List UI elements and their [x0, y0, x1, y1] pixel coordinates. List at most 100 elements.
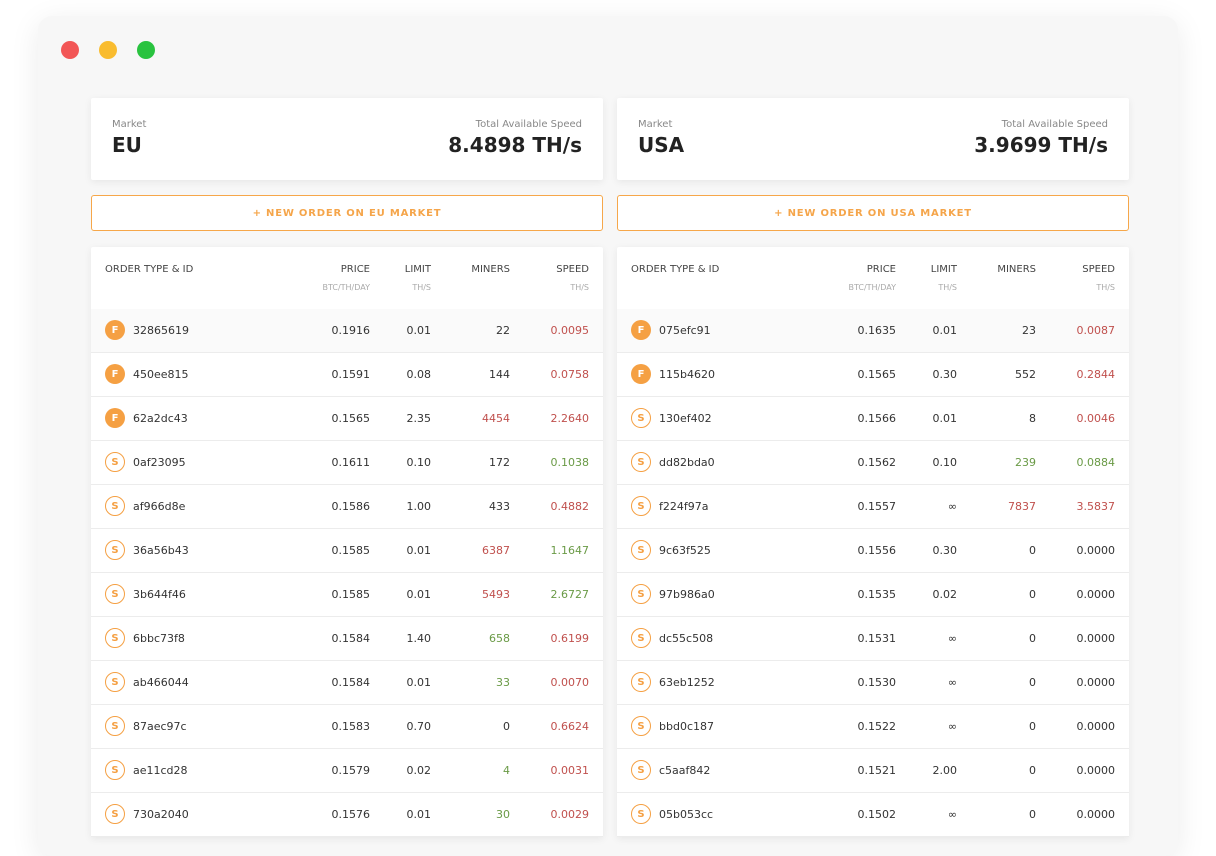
table-row[interactable]: S 3b644f46 0.1585 0.01 5493 2.6727: [91, 573, 603, 617]
order-price: 0.1535: [857, 588, 897, 601]
table-row[interactable]: F 450ee815 0.1591 0.08 144 0.0758: [91, 353, 603, 397]
order-miners: 0: [503, 720, 510, 733]
order-miners: 23: [1022, 324, 1036, 337]
col-limit-label: LIMIT: [404, 264, 431, 275]
order-limit: 2.00: [932, 764, 958, 777]
table-row[interactable]: S 63eb1252 0.1530 ∞ 0 0.0000: [617, 661, 1129, 705]
order-id[interactable]: ab466044: [133, 676, 189, 689]
order-miners: 8: [1029, 412, 1036, 425]
col-limit-header: LIMIT TH/S: [405, 264, 431, 292]
table-row[interactable]: F 075efc91 0.1635 0.01 23 0.0087: [617, 309, 1129, 353]
order-price: 0.1586: [331, 500, 371, 513]
order-id[interactable]: 62a2dc43: [133, 412, 188, 425]
col-speed-label: SPEED: [556, 264, 589, 275]
col-limit-unit: TH/S: [938, 283, 957, 292]
order-price: 0.1562: [857, 456, 897, 469]
order-speed: 0.0000: [1076, 588, 1116, 601]
order-id[interactable]: 87aec97c: [133, 720, 187, 733]
order-id[interactable]: 9c63f525: [659, 544, 711, 557]
order-price: 0.1635: [857, 324, 897, 337]
order-id[interactable]: ae11cd28: [133, 764, 188, 777]
order-id[interactable]: bbd0c187: [659, 720, 714, 733]
order-miners: 0: [1029, 808, 1036, 821]
market-name: USA: [638, 133, 685, 157]
order-price: 0.1591: [331, 368, 371, 381]
col-price-label: PRICE: [340, 264, 370, 275]
col-speed-header: SPEED TH/S: [1082, 264, 1115, 292]
market-card-eu: Market Total Available Speed EU 8.4898 T…: [91, 98, 603, 180]
fixed-order-badge: F: [105, 320, 125, 340]
standard-order-badge: S: [105, 760, 125, 780]
order-id[interactable]: dd82bda0: [659, 456, 715, 469]
table-row[interactable]: S 97b986a0 0.1535 0.02 0 0.0000: [617, 573, 1129, 617]
order-id[interactable]: 32865619: [133, 324, 189, 337]
order-miners: 33: [496, 676, 510, 689]
table-row[interactable]: S 05b053cc 0.1502 ∞ 0 0.0000: [617, 793, 1129, 837]
table-row[interactable]: F 32865619 0.1916 0.01 22 0.0095: [91, 309, 603, 353]
fixed-order-badge: F: [631, 320, 651, 340]
table-row[interactable]: S 87aec97c 0.1583 0.70 0 0.6624: [91, 705, 603, 749]
table-row[interactable]: S 130ef402 0.1566 0.01 8 0.0046: [617, 397, 1129, 441]
order-speed: 1.1647: [550, 544, 590, 557]
order-id[interactable]: 3b644f46: [133, 588, 186, 601]
order-id[interactable]: af966d8e: [133, 500, 186, 513]
order-id[interactable]: 36a56b43: [133, 544, 189, 557]
order-id[interactable]: 450ee815: [133, 368, 189, 381]
order-miners: 0: [1029, 676, 1036, 689]
table-row[interactable]: S 36a56b43 0.1585 0.01 6387 1.1647: [91, 529, 603, 573]
order-speed: 0.0000: [1076, 544, 1116, 557]
order-id[interactable]: 730a2040: [133, 808, 189, 821]
standard-order-badge: S: [105, 628, 125, 648]
fixed-order-badge: F: [105, 364, 125, 384]
order-id[interactable]: c5aaf842: [659, 764, 711, 777]
order-price: 0.1566: [857, 412, 897, 425]
table-header: ORDER TYPE & ID PRICE BTC/TH/DAY LIMIT TH/…: [617, 247, 1129, 309]
order-speed: 0.0029: [550, 808, 590, 821]
order-speed: 2.6727: [550, 588, 590, 601]
close-window-button[interactable]: [61, 41, 79, 59]
new-order-eu-button[interactable]: + NEW ORDER ON EU MARKET: [91, 195, 603, 231]
new-order-usa-button[interactable]: + NEW ORDER ON USA MARKET: [617, 195, 1129, 231]
order-id[interactable]: 130ef402: [659, 412, 712, 425]
order-id[interactable]: 97b986a0: [659, 588, 715, 601]
order-id[interactable]: 63eb1252: [659, 676, 715, 689]
order-speed: 0.4882: [550, 500, 590, 513]
order-speed: 0.6199: [550, 632, 590, 645]
market-card-usa: Market Total Available Speed USA 3.9699 …: [617, 98, 1129, 180]
order-miners: 0: [1029, 720, 1036, 733]
col-speed-label: SPEED: [1082, 264, 1115, 275]
order-price: 0.1531: [857, 632, 897, 645]
col-limit-header: LIMIT TH/S: [931, 264, 957, 292]
order-price: 0.1556: [857, 544, 897, 557]
order-id[interactable]: 6bbc73f8: [133, 632, 185, 645]
order-price: 0.1521: [857, 764, 897, 777]
order-id[interactable]: dc55c508: [659, 632, 714, 645]
standard-order-badge: S: [631, 496, 651, 516]
order-id[interactable]: 05b053cc: [659, 808, 714, 821]
order-speed: 0.2844: [1076, 368, 1116, 381]
table-row[interactable]: S 730a2040 0.1576 0.01 30 0.0029: [91, 793, 603, 837]
order-price: 0.1565: [331, 412, 371, 425]
order-limit: 0.30: [932, 544, 958, 557]
table-row[interactable]: F 115b4620 0.1565 0.30 552 0.2844: [617, 353, 1129, 397]
minimize-window-button[interactable]: [99, 41, 117, 59]
col-type-header: ORDER TYPE & ID: [631, 264, 720, 275]
order-id[interactable]: 115b4620: [659, 368, 715, 381]
table-row[interactable]: S 6bbc73f8 0.1584 1.40 658 0.6199: [91, 617, 603, 661]
maximize-window-button[interactable]: [137, 41, 155, 59]
table-row[interactable]: F 62a2dc43 0.1565 2.35 4454 2.2640: [91, 397, 603, 441]
table-row[interactable]: S 9c63f525 0.1556 0.30 0 0.0000: [617, 529, 1129, 573]
order-id[interactable]: 0af23095: [133, 456, 186, 469]
order-id[interactable]: 075efc91: [659, 324, 711, 337]
order-id[interactable]: f224f97a: [659, 500, 709, 513]
table-row[interactable]: S 0af23095 0.1611 0.10 172 0.1038: [91, 441, 603, 485]
order-limit: 0.70: [406, 720, 432, 733]
